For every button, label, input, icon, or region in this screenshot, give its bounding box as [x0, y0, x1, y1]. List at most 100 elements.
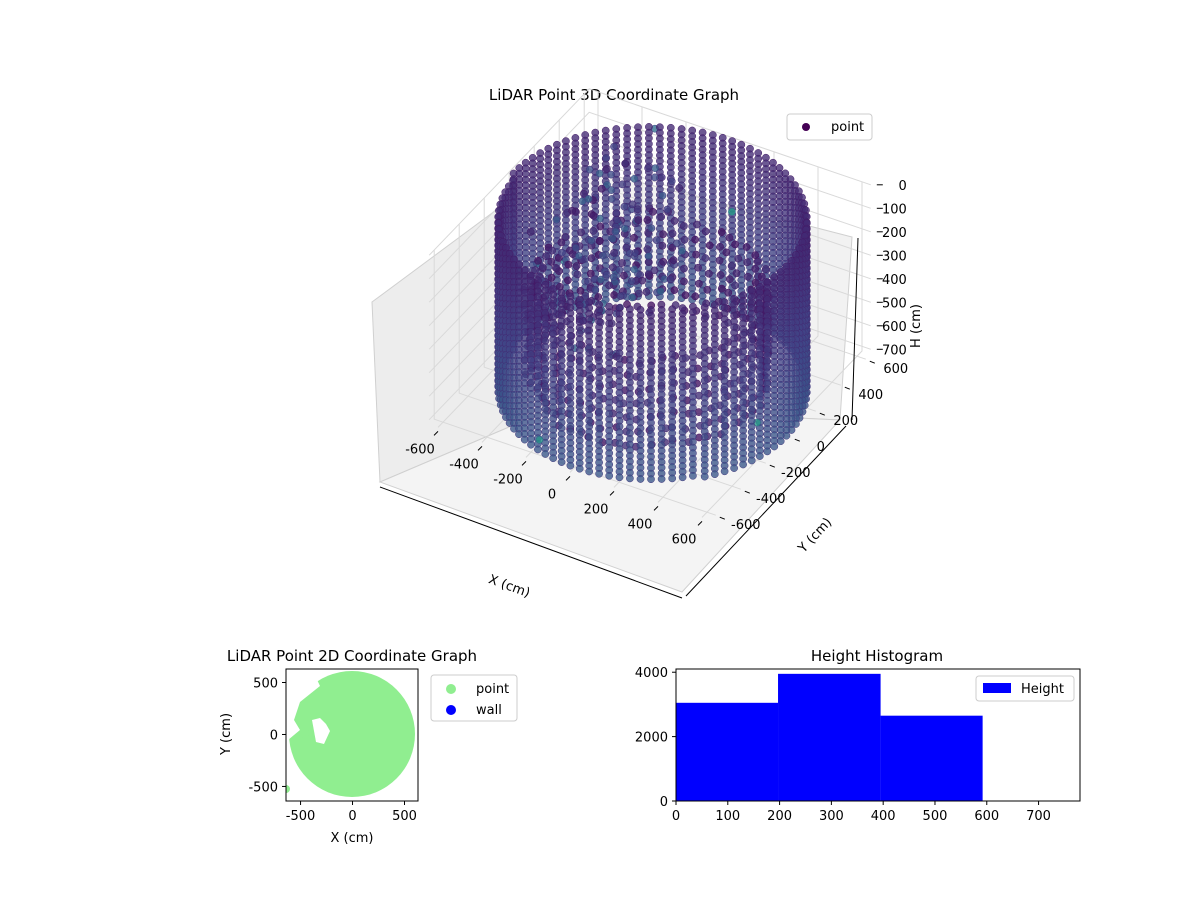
scatter-2d-gap [286, 669, 320, 740]
data-point-3d [692, 250, 700, 259]
data-point-3d [659, 230, 667, 239]
data-point-3d [657, 475, 666, 483]
data-point-3d [613, 216, 621, 224]
data-point-3d [557, 238, 566, 247]
data-point-3d [657, 213, 666, 221]
data-point-3d [680, 264, 688, 273]
height-histogram: Height Histogram 0 100 200 300 400 500 600 7000… [635, 647, 1081, 824]
data-point-3d [580, 189, 588, 198]
data-point-3d [615, 473, 624, 482]
data-point-3d [644, 270, 653, 279]
data-point-3d [605, 281, 613, 290]
x-tick-3d [653, 506, 659, 511]
data-point-3d [680, 277, 688, 286]
data-point-3d [595, 169, 604, 178]
data-point-3d [747, 456, 756, 465]
x-tick-label-2d: -500 [286, 809, 316, 824]
data-point-3d [558, 248, 566, 257]
data-point-3d [732, 269, 741, 278]
data-point-3d [597, 184, 606, 193]
histogram-bar [880, 715, 983, 801]
data-point-3d [691, 235, 700, 244]
x-tick-label-histogram: 700 [1026, 809, 1051, 824]
data-point-3d [602, 270, 611, 279]
gridline-z [428, 88, 871, 256]
data-point-3d [725, 275, 734, 284]
y-tick-label-histogram: 2000 [635, 731, 668, 746]
data-point-3d [596, 222, 605, 231]
data-point-3d [608, 234, 617, 243]
data-point-3d [642, 288, 651, 296]
data-point-3d [607, 195, 616, 203]
data-point-3d [638, 276, 647, 285]
data-point-3d [621, 159, 630, 168]
data-point-3d [666, 293, 675, 301]
z-tick-label-3d: 600 [882, 320, 907, 335]
x-tick-3d [477, 446, 483, 451]
data-point-3d [584, 195, 593, 203]
data-point-3d [701, 254, 710, 262]
gridline-x [701, 181, 863, 518]
data-point-3d [705, 269, 713, 278]
data-point-3d [649, 207, 657, 216]
data-point-3d [603, 181, 611, 189]
y-tick-label-3d: -600 [731, 518, 761, 533]
data-point-3d [568, 206, 577, 215]
data-point-3d [643, 245, 652, 254]
data-point-3d [616, 292, 625, 300]
chart-title-histogram: Height Histogram [811, 647, 943, 665]
data-point-3d [576, 286, 585, 295]
chart-title-2d: LiDAR Point 2D Coordinate Graph [227, 647, 477, 665]
data-point-3d [731, 240, 739, 249]
data-point-3d [542, 252, 550, 261]
data-point-3d [636, 475, 645, 483]
x-tick-label-3d: 200 [584, 502, 609, 517]
data-point-3d [742, 243, 751, 251]
data-point-3d [587, 237, 596, 245]
data-point-3d [725, 233, 734, 242]
data-point-3d [761, 265, 770, 273]
y-tick-label-3d: 600 [883, 362, 908, 377]
x-tick-label-3d: 0 [548, 487, 556, 502]
data-point-3d [658, 191, 667, 200]
data-point-3d [644, 252, 653, 260]
data-point-3d [552, 215, 561, 224]
x-tick-label-histogram: 200 [767, 809, 792, 824]
axes-frame-2d [285, 668, 419, 802]
x-tick-label-histogram: 300 [819, 809, 844, 824]
data-point-3d [659, 257, 668, 266]
data-point-3d [557, 458, 566, 466]
data-point-3d [731, 281, 739, 290]
data-point-3d [691, 292, 700, 301]
z-tick-label-3d: 300 [882, 249, 907, 264]
data-point-3d [608, 263, 617, 272]
legend-3d: point [786, 113, 873, 141]
data-point-3d [678, 473, 687, 482]
data-point-3d [630, 265, 639, 274]
x-tick-label-histogram: 100 [715, 809, 740, 824]
data-point-3d [666, 275, 675, 284]
y-tick-label-2d: 0 [270, 728, 278, 743]
data-point-3d [590, 275, 599, 284]
y-axis-label-2d: Y (cm) [219, 713, 234, 756]
data-point-3d [689, 471, 697, 480]
data-point-3d [727, 262, 736, 270]
data-point-3d [628, 200, 637, 209]
x-tick-label-histogram: 500 [923, 809, 948, 824]
data-point-3d [634, 216, 643, 224]
data-point-3d [551, 263, 560, 272]
gridline-y [433, 250, 716, 516]
data-point-3d [647, 475, 655, 484]
y-tick-3d [794, 438, 800, 442]
data-point-3d [751, 264, 760, 273]
data-point-3d [585, 165, 594, 174]
y-tick-3d [719, 516, 725, 520]
data-point-3d [628, 293, 637, 302]
x-tick-label-histogram: 0 [672, 809, 680, 824]
scatter-2d-disk [289, 671, 415, 797]
x-ticks-3d: -600 -400 -200 0 200 400 600 [405, 431, 703, 547]
chart-title-3d: LiDAR Point 3D Coordinate Graph [489, 86, 739, 104]
scatter-3d-plot: LiDAR Point 3D Coordinate Graph -600 -400… [371, 86, 924, 601]
data-point-3d [630, 174, 639, 183]
data-point-3d [776, 437, 785, 446]
